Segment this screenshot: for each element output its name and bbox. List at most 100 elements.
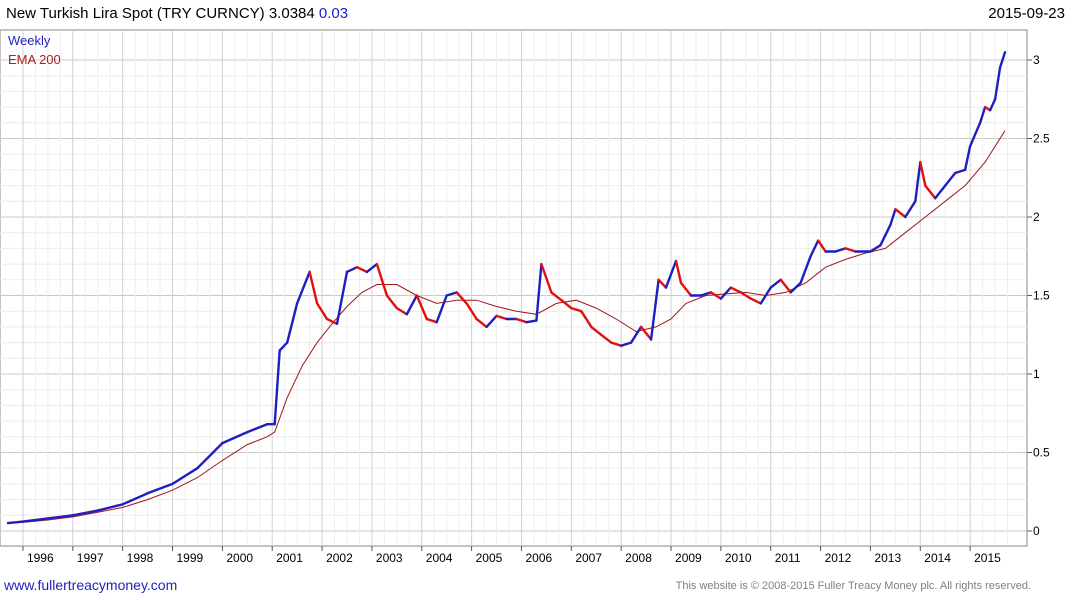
weekly-segment [894, 207, 907, 219]
plot-frame [0, 29, 1028, 547]
weekly-segment [570, 306, 583, 313]
weekly-segment [729, 286, 742, 294]
weekly-segment [954, 168, 967, 175]
weekly-segment [963, 145, 972, 172]
y-tick-label: 1 [1033, 367, 1040, 381]
weekly-segment [799, 255, 812, 285]
x-tick-label: 2002 [326, 551, 353, 565]
weekly-segment [445, 291, 458, 297]
weekly-segment [629, 325, 643, 344]
weekly-segment [286, 302, 299, 344]
weekly-segment [405, 294, 418, 316]
x-axis: 1996 1997 1998 1999 2000 2001 2002 2003 2004 2005… [22, 546, 1001, 565]
weekly-segment [375, 262, 389, 297]
weekly-segment [485, 314, 498, 329]
weekly-segment [415, 294, 428, 321]
weekly-segment [425, 317, 438, 324]
site-link[interactable]: www.fullertreacymoney.com [4, 577, 178, 593]
weekly-segment [657, 278, 668, 289]
weekly-segment [844, 247, 857, 253]
x-tick-label: 2010 [725, 551, 752, 565]
weekly-segment [385, 294, 398, 310]
x-tick-label: 1997 [77, 551, 104, 565]
y-tick-label: 0 [1033, 524, 1040, 538]
title-text: New Turkish Lira Spot (TRY CURNCY) 3.038… [6, 5, 315, 22]
weekly-segment [904, 200, 917, 219]
legend-weekly: Weekly [8, 33, 51, 48]
weekly-segment [769, 278, 782, 289]
weekly-segment [590, 325, 603, 336]
y-tick-label: 2.5 [1033, 132, 1050, 146]
y-axis: 0 0.5 1 1.5 2 2.5 3 [1027, 53, 1050, 538]
weekly-segment [325, 317, 339, 325]
weekly-segment [809, 239, 820, 258]
x-tick-label: 2004 [426, 551, 453, 565]
chart-date: 2015-09-23 [988, 5, 1065, 22]
weekly-segment [879, 223, 892, 247]
weekly-segment [21, 517, 50, 523]
weekly-segment [580, 310, 593, 329]
weekly-segment [924, 184, 937, 200]
weekly-segment [719, 286, 732, 300]
x-tick-label: 1999 [177, 551, 204, 565]
weekly-segment [779, 278, 792, 294]
weekly-segment [273, 349, 281, 426]
weekly-segment [679, 281, 693, 297]
x-tick-label: 2001 [276, 551, 303, 565]
x-tick-label: 2003 [376, 551, 403, 565]
weekly-segment [455, 291, 468, 305]
weekly-segment [540, 262, 553, 294]
weekly-segment [914, 160, 922, 203]
weekly-segment [221, 430, 249, 445]
ema-line [7, 130, 1006, 524]
weekly-segment [560, 299, 573, 310]
weekly-segment [308, 270, 319, 305]
weekly-segment [600, 333, 613, 344]
weekly-segment [620, 341, 633, 347]
weekly-segment [550, 291, 563, 302]
weekly-segment [278, 341, 289, 352]
x-tick-label: 2014 [924, 551, 951, 565]
weekly-segment [146, 482, 174, 495]
weekly-segment [6, 520, 25, 525]
weekly-segment [525, 319, 538, 324]
weekly-segment [789, 281, 802, 294]
weekly-segment [749, 297, 762, 305]
ema-series [7, 130, 1006, 524]
weekly-segment [495, 314, 508, 321]
weekly-segment [674, 259, 683, 285]
weekly-segment [988, 98, 997, 112]
x-tick-label: 2009 [675, 551, 702, 565]
weekly-segment [993, 66, 1002, 101]
x-tick-label: 2012 [825, 551, 852, 565]
weekly-segment [315, 302, 329, 321]
weekly-segment [295, 270, 311, 305]
weekly-segment [759, 286, 772, 305]
weekly-segment [121, 492, 149, 506]
weekly-segment [869, 244, 882, 253]
weekly-segment [816, 239, 827, 253]
x-tick-label: 2006 [525, 551, 552, 565]
weekly-segment [196, 441, 224, 470]
legend-ema: EMA 200 [8, 52, 61, 67]
weekly-segment [639, 325, 653, 341]
x-tick-label: 2008 [625, 551, 652, 565]
y-tick-label: 2 [1033, 210, 1040, 224]
weekly-segment [335, 270, 349, 325]
weekly-segment [96, 503, 124, 512]
x-tick-label: 2013 [874, 551, 901, 565]
weekly-segment [739, 291, 752, 300]
weekly-segment [465, 302, 478, 321]
weekly-segment [46, 514, 75, 520]
weekly-segment [610, 341, 623, 347]
weekly-segment [998, 51, 1007, 70]
copyright-notice: This website is © 2008-2015 Fuller Treac… [675, 580, 1031, 592]
chart-title: New Turkish Lira Spot (TRY CURNCY) 3.038… [6, 5, 348, 22]
x-tick-label: 2000 [226, 551, 253, 565]
weekly-segment [834, 247, 847, 253]
weekly-segment [934, 184, 947, 200]
x-tick-label: 1998 [127, 551, 154, 565]
weekly-segment [435, 294, 448, 324]
weekly-segment [535, 262, 543, 322]
weekly-series [6, 51, 1007, 525]
